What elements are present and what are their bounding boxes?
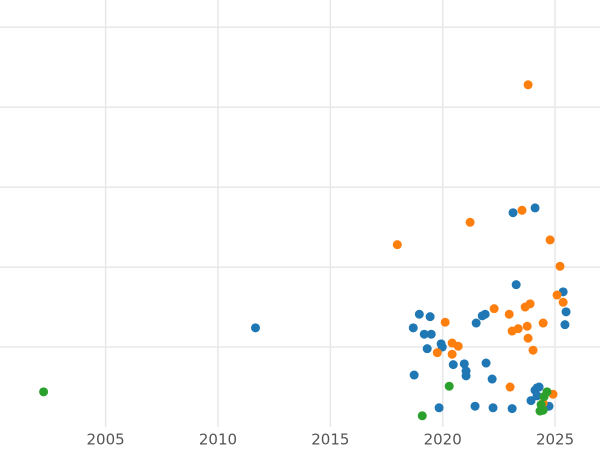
point [545,235,555,245]
point [481,358,491,368]
point [422,344,432,354]
point [459,359,469,369]
point [538,318,548,328]
point [488,403,498,413]
point [561,307,571,317]
point [251,323,261,333]
point [505,382,515,392]
point [408,323,418,333]
point [523,80,533,90]
point [417,411,427,421]
point [539,392,549,402]
point [414,309,424,319]
point [520,302,530,312]
x-tick-label: 2010 [199,431,237,449]
point [507,404,517,414]
point [523,333,533,343]
point [532,391,542,401]
point [470,401,480,411]
point [511,280,521,290]
point [558,297,568,307]
point [534,382,544,392]
point [444,381,454,391]
point [560,320,570,330]
point [489,304,499,314]
point [555,261,565,271]
point [522,321,532,331]
x-tick-label: 2015 [311,431,349,449]
point [448,360,458,370]
point [461,371,471,381]
point [39,387,49,397]
x-tick-label: 2025 [536,431,574,449]
point [419,329,429,339]
point [409,370,419,380]
x-tick-label: 2020 [424,431,462,449]
point [471,318,481,328]
point [465,217,475,227]
x-tick-label: 2005 [87,431,125,449]
point [528,345,538,355]
point [447,349,457,359]
point [538,405,548,415]
point [434,403,444,413]
point [517,205,527,215]
point [526,396,536,406]
point [440,317,450,327]
point [530,203,540,213]
point [552,290,562,300]
point [453,341,463,351]
point [513,324,523,334]
point [504,309,514,319]
point [425,312,435,322]
point [508,208,518,218]
point [426,329,436,339]
point [487,374,497,384]
point [480,309,490,319]
point [392,240,402,250]
point [432,348,442,358]
